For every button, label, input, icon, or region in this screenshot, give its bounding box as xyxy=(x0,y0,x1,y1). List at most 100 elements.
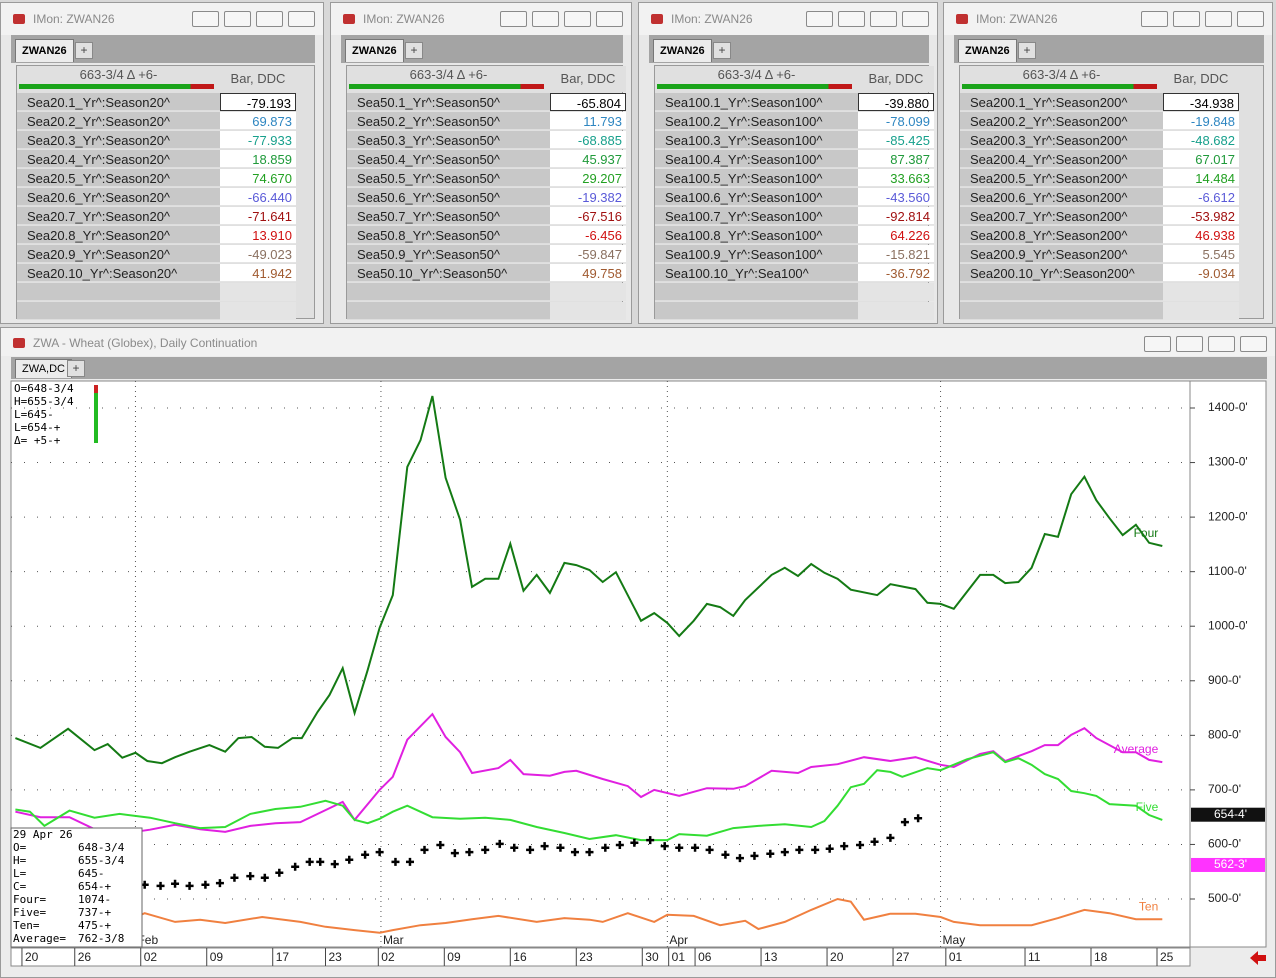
pin-button[interactable] xyxy=(192,11,219,27)
price-bar xyxy=(420,845,429,854)
series-line xyxy=(15,712,1163,836)
add-tab[interactable]: + xyxy=(405,42,423,59)
x-tick-label: 26 xyxy=(78,950,92,964)
add-tab[interactable]: + xyxy=(67,360,85,377)
row-label: Sea50.1_Yr^:Season50^ xyxy=(347,93,550,111)
x-tick-label: 01 xyxy=(672,950,686,964)
row-label: Sea200.5_Yr^:Season200^ xyxy=(960,169,1163,187)
table-row: Sea100.7_Yr^:Season100^ -92.814 xyxy=(655,207,934,226)
row-value: 64.226 xyxy=(858,226,934,244)
data-window-text: 648-3/4 xyxy=(78,841,125,854)
table-row: Sea100.3_Yr^:Season100^ -85.425 xyxy=(655,131,934,150)
table-row: Sea100.5_Yr^:Season100^ 33.663 xyxy=(655,169,934,188)
price-bar xyxy=(510,843,519,852)
empty-value xyxy=(220,283,296,301)
y-tick-label: 800-0' xyxy=(1208,728,1241,742)
price-bar xyxy=(585,848,594,857)
maximize-button[interactable] xyxy=(1208,336,1235,352)
empty-label xyxy=(347,283,550,301)
window-buttons xyxy=(1141,11,1264,27)
price-bar xyxy=(601,843,610,852)
x-tick-label: 25 xyxy=(1160,950,1174,964)
x-tick-label: 16 xyxy=(513,950,527,964)
minimize-button[interactable] xyxy=(1173,11,1200,27)
column-header: Bar, DDC xyxy=(220,66,296,92)
row-label: Sea50.10_Yr^:Season50^ xyxy=(347,264,550,282)
x-tick-label: 17 xyxy=(276,950,290,964)
add-tab[interactable]: + xyxy=(713,42,731,59)
price-bar xyxy=(705,845,714,854)
y-tick-label: 700-0' xyxy=(1208,782,1241,796)
close-button[interactable] xyxy=(902,11,929,27)
close-button[interactable] xyxy=(288,11,315,27)
row-label: Sea200.8_Yr^:Season200^ xyxy=(960,226,1163,244)
data-window-text: H= xyxy=(13,854,27,867)
price-bar xyxy=(900,818,909,827)
pin-button[interactable] xyxy=(500,11,527,27)
close-button[interactable] xyxy=(1237,11,1264,27)
tab[interactable]: ZWAN26 xyxy=(653,39,712,62)
tab[interactable]: ZWAN26 xyxy=(15,39,74,62)
maximize-button[interactable] xyxy=(256,11,283,27)
window-title: ZWA - Wheat (Globex), Daily Continuation xyxy=(33,336,258,350)
table-row: Sea200.9_Yr^:Season200^ 5.545 xyxy=(960,245,1263,264)
empty-label xyxy=(960,302,1163,320)
add-tab[interactable]: + xyxy=(75,42,93,59)
y-tick-label: 500-0' xyxy=(1208,891,1241,905)
price-bar xyxy=(275,868,284,877)
price-bar xyxy=(646,836,655,845)
tab[interactable]: ZWAN26 xyxy=(958,39,1017,62)
x-tick-label: 20 xyxy=(25,950,39,964)
tab[interactable]: ZWA,DC xyxy=(15,359,72,378)
title-bar: ZWA - Wheat (Globex), Daily Continuation xyxy=(1,328,1275,356)
close-button[interactable] xyxy=(596,11,623,27)
minimize-button[interactable] xyxy=(224,11,251,27)
row-value: 33.663 xyxy=(858,169,934,187)
row-label: Sea50.5_Yr^:Season50^ xyxy=(347,169,550,187)
table-row: Sea100.6_Yr^:Season100^ -43.560 xyxy=(655,188,934,207)
table-row: Sea100.8_Yr^:Season100^ 64.226 xyxy=(655,226,934,245)
series-label: Average xyxy=(1114,742,1159,756)
x-tick-label: 06 xyxy=(698,950,712,964)
row-value: 67.017 xyxy=(1163,150,1239,168)
x-tick-label: 23 xyxy=(579,950,593,964)
tab-strip: ZWAN26 + xyxy=(649,35,929,63)
pin-button[interactable] xyxy=(1144,336,1171,352)
row-value: -67.516 xyxy=(550,207,626,225)
series-line xyxy=(14,897,1163,934)
x-tick-label: 27 xyxy=(896,950,910,964)
pin-button[interactable] xyxy=(806,11,833,27)
empty-row xyxy=(655,283,934,302)
maximize-button[interactable] xyxy=(564,11,591,27)
row-value: -49.023 xyxy=(220,245,296,263)
table-row: Sea200.3_Yr^:Season200^ -48.682 xyxy=(960,131,1263,150)
y-tick-label: 1000-0' xyxy=(1208,618,1248,632)
maximize-button[interactable] xyxy=(1205,11,1232,27)
data-window-text: 655-3/4 xyxy=(78,854,125,867)
row-label: Sea50.3_Yr^:Season50^ xyxy=(347,131,550,149)
minimize-button[interactable] xyxy=(532,11,559,27)
row-value: -19.382 xyxy=(550,188,626,206)
close-button[interactable] xyxy=(1240,336,1267,352)
row-label: Sea50.9_Yr^:Season50^ xyxy=(347,245,550,263)
table-row: Sea200.6_Yr^:Season200^ -6.612 xyxy=(960,188,1263,207)
price-bar xyxy=(436,840,445,849)
price-bar xyxy=(615,840,624,849)
minimize-button[interactable] xyxy=(1176,336,1203,352)
tab-strip: ZWA,DC + xyxy=(11,357,1267,379)
data-window-text: O= xyxy=(13,841,27,854)
table-header: 663-3/4 Δ +6- xyxy=(347,66,550,92)
window-buttons xyxy=(500,11,623,27)
tab[interactable]: ZWAN26 xyxy=(345,39,404,62)
maximize-button[interactable] xyxy=(870,11,897,27)
minimize-button[interactable] xyxy=(838,11,865,27)
empty-row xyxy=(960,283,1263,302)
price-bar xyxy=(570,848,579,857)
row-label: Sea20.2_Yr^:Season20^ xyxy=(17,112,220,130)
y-tick-label: 1400-0' xyxy=(1208,400,1248,414)
x-tick-label: 20 xyxy=(830,950,844,964)
month-label: Mar xyxy=(383,933,404,947)
pin-button[interactable] xyxy=(1141,11,1168,27)
window-title: IMon: ZWAN26 xyxy=(363,12,445,26)
add-tab[interactable]: + xyxy=(1018,42,1036,59)
